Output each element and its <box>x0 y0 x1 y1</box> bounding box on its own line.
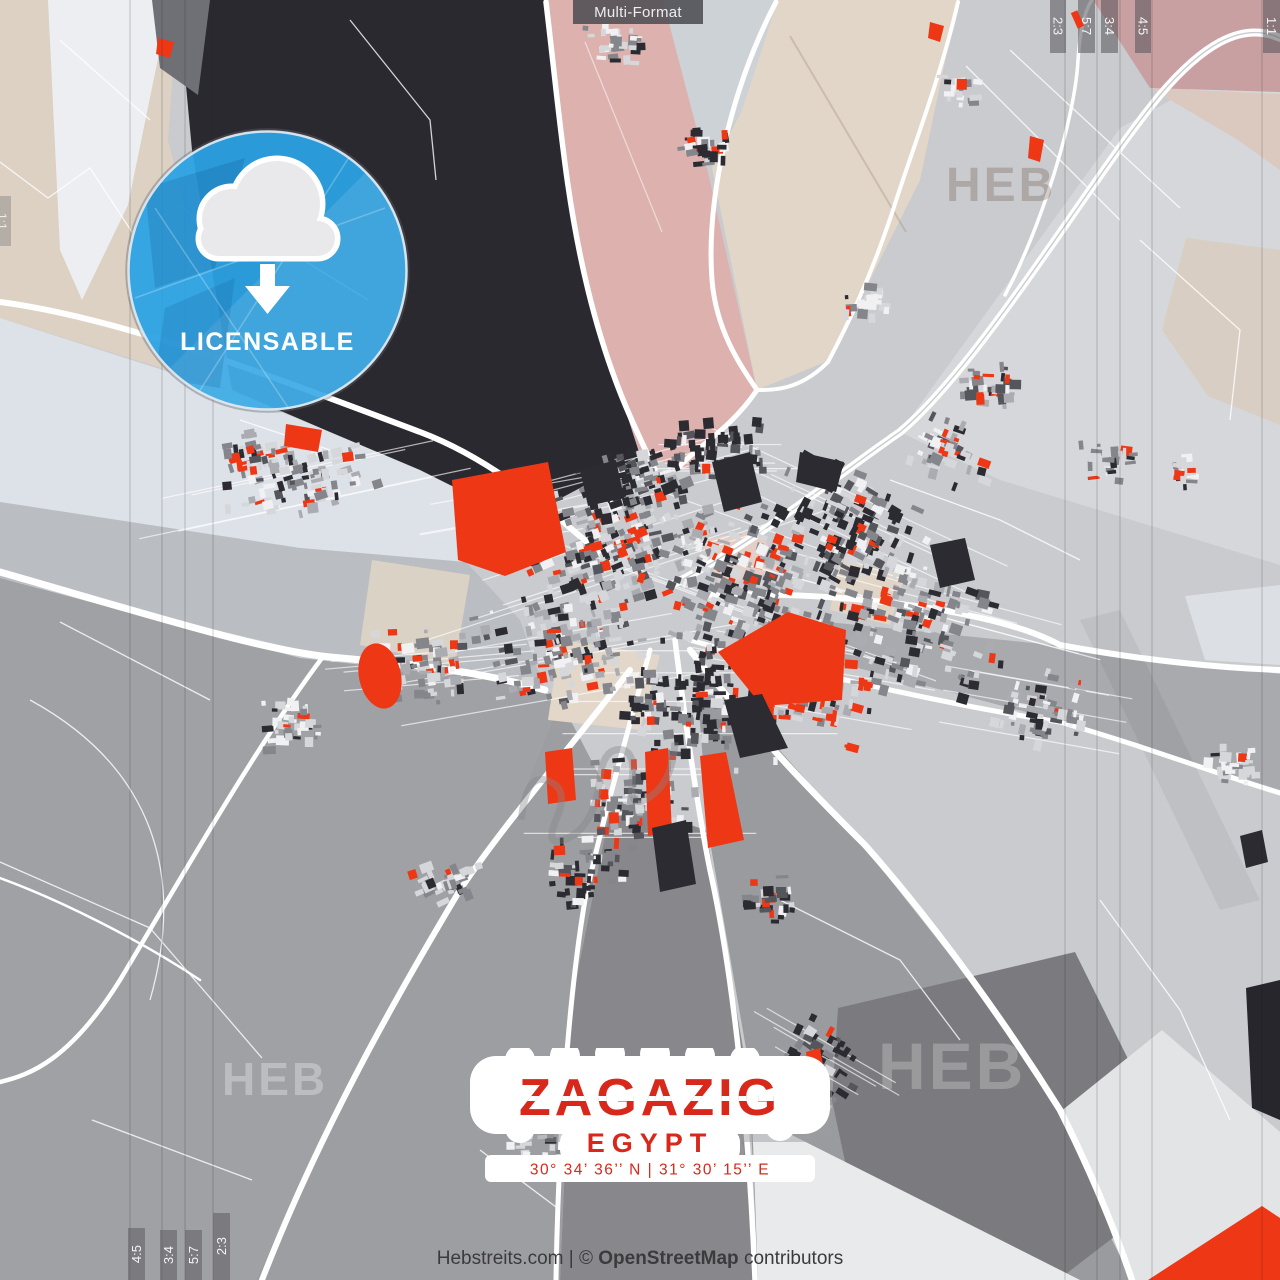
ratio-marker-3-4-top: 3:4 <box>1101 0 1118 53</box>
ratio-marker-2-3-bottom: 2:3 <box>213 1213 230 1280</box>
licensable-badge: LICENSABLE <box>125 128 410 413</box>
multi-format-label: Multi-Format <box>594 3 682 21</box>
ratio-marker-4-5-top: 4:5 <box>1135 0 1151 53</box>
title-block: ZAGAZIG ZAGAZIG EGYPT 30° 34’ 36’’ N | 3… <box>470 1048 832 1182</box>
ratio-marker-1-1-left: 1:1 <box>0 196 11 246</box>
title-background-blob <box>470 1048 832 1182</box>
multi-format-chip: Multi-Format <box>573 0 703 24</box>
osm-attribution: OpenStreetMap <box>598 1248 739 1269</box>
watermark-script <box>517 742 679 845</box>
ratio-marker-1-1-top: 1:1 <box>1263 0 1280 53</box>
cloud-download-icon <box>195 155 341 314</box>
ratio-marker-3-4-bottom: 3:4 <box>160 1230 177 1280</box>
red-and-dark-accents <box>156 22 1280 1280</box>
site-name: Hebstreits.com <box>436 1248 564 1269</box>
attribution-footer: Hebstreits.com | © OpenStreetMap contrib… <box>436 1248 844 1269</box>
ratio-marker-2-3-top: 2:3 <box>1050 0 1066 53</box>
ratio-marker-5-7-bottom: 5:7 <box>185 1230 202 1280</box>
country-name: EGYPT <box>587 1128 714 1158</box>
licensable-label: LICENSABLE <box>180 328 355 356</box>
ratio-marker-4-5-bottom: 4:5 <box>128 1228 145 1280</box>
download-arrow-icon <box>245 264 290 314</box>
coordinates: 30° 34’ 36’’ N | 31° 30’ 15’’ E <box>530 1162 770 1179</box>
